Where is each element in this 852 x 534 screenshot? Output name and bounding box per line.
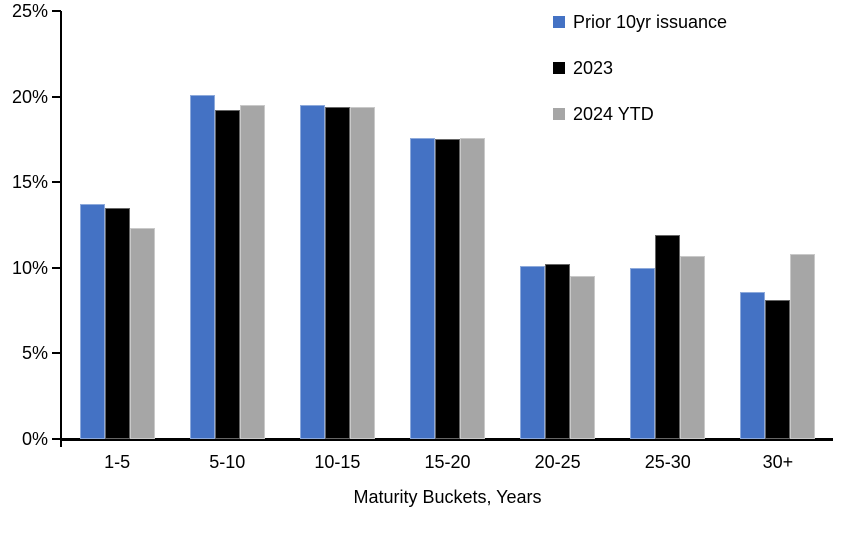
legend-item-prior-10yr-issuance: Prior 10yr issuance — [553, 12, 727, 32]
x-tick-label-1-5: 1-5 — [104, 452, 131, 472]
y-tick-label-5-: 5% — [21, 343, 48, 364]
legend-item-2023: 2023 — [553, 58, 727, 78]
legend-swatch-2023 — [553, 62, 565, 74]
bar-2023-10-15 — [324, 107, 350, 439]
bar-prior-10yr-issuance-5-10 — [189, 95, 215, 439]
bar-2023-5-10 — [214, 110, 240, 439]
bar-2023-20-25 — [545, 264, 571, 439]
y-tick-label-15-: 15% — [11, 172, 48, 193]
bar-2024-ytd-15-20 — [459, 138, 485, 439]
legend-item-2024-ytd: 2024 YTD — [553, 104, 727, 124]
x-tick-label-25-30: 25-30 — [644, 452, 691, 472]
x-tick-label-5-10: 5-10 — [209, 452, 246, 472]
y-tick-label-10-: 10% — [11, 257, 48, 278]
bar-group-15-20 — [392, 11, 502, 439]
y-tick-20- — [52, 95, 61, 98]
y-tick-10- — [52, 266, 61, 269]
bar-2024-ytd-1-5 — [129, 228, 155, 439]
bar-2024-ytd-20-25 — [570, 276, 596, 439]
bar-group-25-30 — [613, 11, 723, 439]
plot-area — [62, 11, 833, 439]
legend-swatch-prior-10yr-issuance — [553, 16, 565, 28]
bar-group-10-15 — [282, 11, 392, 439]
y-tick-25- — [52, 10, 61, 12]
bar-group-1-5 — [62, 11, 172, 439]
legend-swatch-2024-ytd — [553, 108, 565, 120]
y-tick-label-20-: 20% — [11, 86, 48, 107]
bar-2024-ytd-30- — [790, 254, 816, 439]
bar-group-5-10 — [172, 11, 282, 439]
legend-label-2023: 2023 — [573, 58, 614, 78]
x-axis-tick-labels: 1-5 5-10 10-15 15-20 20-25 25-30 30+ — [62, 452, 833, 472]
y-tick-0- — [52, 438, 61, 440]
legend: Prior 10yr issuance 2023 2024 YTD — [553, 12, 727, 150]
x-axis-line — [60, 438, 833, 441]
x-tick-label-15-20: 15-20 — [424, 452, 471, 472]
bar-2023-1-5 — [104, 208, 130, 439]
bar-2024-ytd-5-10 — [239, 105, 265, 439]
bar-prior-10yr-issuance-25-30 — [630, 268, 656, 439]
bar-group-20-25 — [503, 11, 613, 439]
bar-2023-25-30 — [655, 235, 681, 439]
bar-prior-10yr-issuance-1-5 — [79, 204, 105, 439]
bar-2023-30- — [765, 300, 791, 439]
x-tick-label-20-25: 20-25 — [534, 452, 581, 472]
y-tick-label-25-: 25% — [11, 1, 48, 21]
x-tick-label-10-15: 10-15 — [314, 452, 361, 472]
x-tick-label-30-: 30+ — [762, 452, 794, 472]
y-tick-label-0-: 0% — [21, 429, 48, 449]
bar-group-30- — [723, 11, 833, 439]
x-axis-title: Maturity Buckets, Years — [353, 487, 542, 507]
bar-prior-10yr-issuance-10-15 — [299, 105, 325, 439]
bar-2023-15-20 — [434, 139, 460, 439]
bar-prior-10yr-issuance-15-20 — [409, 138, 435, 439]
bar-prior-10yr-issuance-20-25 — [520, 266, 546, 439]
bar-2024-ytd-25-30 — [680, 256, 706, 439]
legend-label-2024-ytd: 2024 YTD — [573, 104, 654, 124]
y-axis-line — [60, 11, 62, 447]
bar-prior-10yr-issuance-30- — [740, 292, 766, 439]
bar-2024-ytd-10-15 — [349, 107, 375, 439]
y-tick-5- — [52, 352, 61, 355]
y-tick-15- — [52, 181, 61, 184]
legend-label-prior-10yr-issuance: Prior 10yr issuance — [573, 12, 728, 32]
